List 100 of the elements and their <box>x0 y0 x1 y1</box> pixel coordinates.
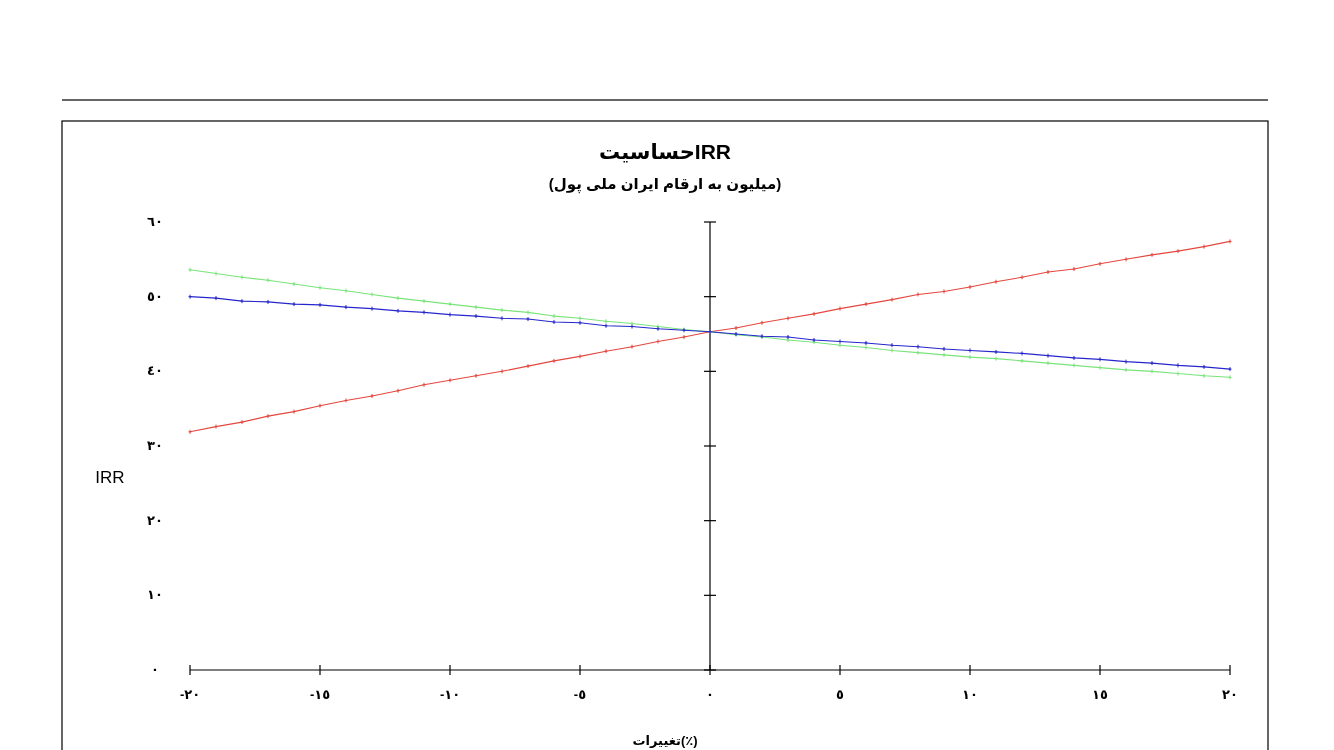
point <box>526 309 530 315</box>
y-tick-label: ٠ <box>151 661 159 678</box>
chart-subtitle: (پول ملی ایران ارقام به میلیون) <box>548 175 782 193</box>
point <box>786 315 790 321</box>
point <box>942 352 946 358</box>
point <box>968 347 972 353</box>
x-axis-title: تغییرات(٪) <box>632 732 698 749</box>
point <box>500 307 504 313</box>
point <box>500 368 504 374</box>
point <box>1150 252 1154 258</box>
chart-title: حساسیتIRR <box>598 139 732 165</box>
point <box>214 271 218 277</box>
point <box>448 301 452 307</box>
point <box>1176 362 1180 368</box>
point <box>994 356 998 362</box>
point <box>734 325 738 331</box>
point <box>292 281 296 287</box>
point <box>396 308 400 314</box>
x-tick-label: ١٥ <box>1092 686 1108 703</box>
point <box>396 388 400 394</box>
point <box>578 320 582 326</box>
point <box>318 285 322 291</box>
point <box>604 318 608 324</box>
point <box>422 382 426 388</box>
point <box>1072 362 1076 368</box>
point <box>344 288 348 294</box>
point <box>1072 355 1076 361</box>
point <box>838 306 842 312</box>
y-tick-label: ٦٠ <box>147 213 163 230</box>
point <box>968 284 972 290</box>
y-tick-label: ٢٠ <box>147 512 163 529</box>
point <box>474 313 478 319</box>
point <box>292 301 296 307</box>
x-tick-label: ١٠ <box>962 686 978 703</box>
x-tick-label: -١٥ <box>309 686 331 703</box>
point <box>916 291 920 297</box>
point <box>214 424 218 430</box>
point <box>266 299 270 305</box>
point <box>968 354 972 360</box>
point <box>1150 368 1154 374</box>
point <box>604 323 608 329</box>
point <box>552 358 556 364</box>
point <box>240 298 244 304</box>
point <box>526 316 530 322</box>
y-tick-label: ٤٠ <box>147 362 163 379</box>
point <box>864 301 868 307</box>
point <box>1020 358 1024 364</box>
point <box>916 344 920 350</box>
point <box>1098 356 1102 362</box>
point <box>1020 274 1024 280</box>
point <box>682 334 686 340</box>
point <box>214 295 218 301</box>
y-tick-label: ١٠ <box>147 586 163 603</box>
point <box>344 397 348 403</box>
point <box>370 306 374 312</box>
x-tick-label: -٢٠ <box>179 686 201 703</box>
x-tick-label: -٥ <box>573 686 587 703</box>
point <box>526 363 530 369</box>
point <box>370 393 374 399</box>
point <box>1072 266 1076 272</box>
point <box>266 277 270 283</box>
point <box>318 403 322 409</box>
point <box>994 349 998 355</box>
x-tick-label: -١٠ <box>439 686 461 703</box>
point <box>1098 261 1102 267</box>
point <box>552 313 556 319</box>
point <box>1176 371 1180 377</box>
point <box>396 295 400 301</box>
point <box>1046 360 1050 366</box>
point <box>1202 364 1206 370</box>
point <box>812 311 816 317</box>
point <box>474 304 478 310</box>
y-axis-title: IRR <box>95 468 125 488</box>
point <box>1020 350 1024 356</box>
point <box>1150 360 1154 366</box>
x-tick-label: ٢٠ <box>1222 686 1238 703</box>
point <box>1202 244 1206 250</box>
point <box>1124 256 1128 262</box>
point <box>942 288 946 294</box>
point <box>760 320 764 326</box>
point <box>1124 359 1128 365</box>
point <box>994 279 998 285</box>
point <box>448 377 452 383</box>
point <box>890 347 894 353</box>
point <box>370 291 374 297</box>
point <box>500 315 504 321</box>
y-tick-label: ٥٠ <box>147 288 163 305</box>
point <box>1176 248 1180 254</box>
point <box>552 319 556 325</box>
point <box>1202 373 1206 379</box>
point <box>422 309 426 315</box>
point <box>916 350 920 356</box>
point <box>838 342 842 348</box>
point <box>630 344 634 350</box>
x-tick-label: ٥ <box>836 686 844 703</box>
point <box>344 304 348 310</box>
point <box>266 413 270 419</box>
point <box>1046 269 1050 275</box>
point <box>864 344 868 350</box>
point <box>474 373 478 379</box>
